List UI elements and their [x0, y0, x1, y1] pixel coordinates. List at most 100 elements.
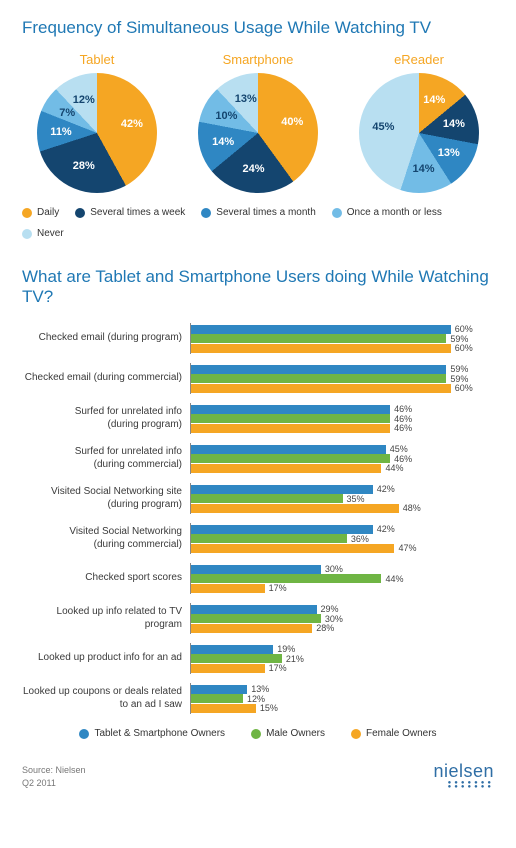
- bar-track: 29%30%28%: [190, 603, 494, 634]
- bar-series: 60%: [191, 384, 494, 393]
- bar-fill: [191, 384, 451, 393]
- bar-track: 45%46%44%: [190, 443, 494, 474]
- pie-slice-label: 11%: [50, 126, 71, 138]
- bar-fill: [191, 494, 343, 503]
- bar-row-label: Looked up product info for an ad: [22, 652, 190, 665]
- bar-fill: [191, 704, 256, 713]
- bar-row: Visited Social Networking(during commerc…: [22, 523, 494, 554]
- brand-text: nielsen: [433, 761, 494, 781]
- bar-row: Looked up coupons or deals relatedto an …: [22, 683, 494, 714]
- bar-series: 12%: [191, 694, 494, 703]
- bar-series: 44%: [191, 464, 494, 473]
- bar-fill: [191, 624, 312, 633]
- bar-series: 17%: [191, 584, 494, 593]
- bar-series: 15%: [191, 704, 494, 713]
- pie-slice-label: 14%: [212, 136, 234, 148]
- bar-value-label: 30%: [325, 564, 343, 574]
- bar-fill: [191, 614, 321, 623]
- bar-value-label: 17%: [269, 583, 287, 593]
- source-line2: Q2 2011: [22, 777, 86, 790]
- bar-value-label: 15%: [260, 703, 278, 713]
- bar-track: 42% 36%47%: [190, 523, 494, 554]
- section2-title: What are Tablet and Smartphone Users doi…: [22, 267, 494, 307]
- bar-value-label: 60%: [455, 383, 473, 393]
- legend-label: Several times a week: [90, 207, 185, 218]
- bar-value-label: 46%: [394, 454, 412, 464]
- bar-row-label: Visited Social Networking site(during pr…: [22, 486, 190, 511]
- legend-label: Never: [37, 228, 64, 239]
- bar-value-label: 28%: [316, 623, 334, 633]
- bar-fill: [191, 584, 265, 593]
- source-text: Source: Nielsen Q2 2011: [22, 764, 86, 789]
- bar-row: Looked up info related to TV program29%3…: [22, 603, 494, 634]
- bar-fill: [191, 325, 451, 334]
- bar-series: 42%: [191, 485, 494, 494]
- pie-slice-label: 14%: [423, 94, 445, 106]
- bar-row: Surfed for unrelated info(during program…: [22, 403, 494, 434]
- bar-value-label: 60%: [455, 324, 473, 334]
- bar-fill: [191, 424, 390, 433]
- pie-slice-label: 28%: [73, 160, 95, 172]
- bar-series: 30%: [191, 565, 494, 574]
- pie-title: Smartphone: [183, 52, 333, 67]
- source-line1: Source: Nielsen: [22, 764, 86, 777]
- bar-fill: [191, 334, 446, 343]
- pie-slice-label: 40%: [281, 116, 303, 128]
- bar-value-label: 17%: [269, 663, 287, 673]
- bar-value-label: 59%: [450, 334, 468, 344]
- bar-series: 59%: [191, 334, 494, 343]
- legend-swatch-icon: [251, 729, 261, 739]
- legend-label: Female Owners: [366, 728, 437, 739]
- bar-fill: [191, 454, 390, 463]
- pie-slice-label: 7%: [59, 107, 75, 119]
- bar-series: 47%: [191, 544, 494, 553]
- bar-value-label: 42%: [377, 484, 395, 494]
- bar-value-label: 13%: [251, 684, 269, 694]
- bar-series: 48%: [191, 504, 494, 513]
- bar-series: 46%: [191, 405, 494, 414]
- legend-swatch-icon: [79, 729, 89, 739]
- bar-fill: [191, 525, 373, 534]
- bar-series: 21%: [191, 654, 494, 663]
- bar-series: 29%: [191, 605, 494, 614]
- bar-row-label: Looked up info related to TV program: [22, 606, 190, 631]
- bar-track: 46%46%46%: [190, 403, 494, 434]
- bar-fill: [191, 565, 321, 574]
- bar-row: Checked email (during commercial)59%59%6…: [22, 363, 494, 394]
- bar-row-label: Surfed for unrelated info(during program…: [22, 406, 190, 431]
- bar-value-label: 36%: [351, 534, 369, 544]
- pie-slice-label: 14%: [443, 118, 465, 130]
- legend-label: Male Owners: [266, 728, 325, 739]
- bar-series: 46%: [191, 414, 494, 423]
- bar-fill: [191, 365, 446, 374]
- bar-value-label: 45%: [390, 444, 408, 454]
- bar-legend: Tablet & Smartphone OwnersMale OwnersFem…: [22, 728, 494, 739]
- bar-series: 17%: [191, 664, 494, 673]
- bar-row: Looked up product info for an ad19%21%17…: [22, 643, 494, 674]
- bar-series: 30%: [191, 614, 494, 623]
- legend-item: Daily: [22, 207, 59, 218]
- legend-swatch-icon: [351, 729, 361, 739]
- legend-item: Several times a week: [75, 207, 185, 218]
- bar-value-label: 46%: [394, 404, 412, 414]
- footer: Source: Nielsen Q2 2011 nielsen ●●●●●●●●…: [22, 761, 494, 789]
- bar-value-label: 12%: [247, 694, 265, 704]
- bar-value-label: 21%: [286, 654, 304, 664]
- bar-track: 42%35%48%: [190, 483, 494, 514]
- bar-fill: [191, 344, 451, 353]
- legend-swatch-icon: [22, 229, 32, 239]
- bar-series: 59%: [191, 365, 494, 374]
- bar-fill: [191, 445, 386, 454]
- bar-value-label: 44%: [385, 463, 403, 473]
- bar-series: 36%: [191, 534, 494, 543]
- bar-fill: [191, 534, 347, 543]
- pie-charts-row: Tablet42%28%11%7%12%Smartphone40%24%14%1…: [22, 52, 494, 193]
- bar-fill: [191, 694, 243, 703]
- legend-swatch-icon: [201, 208, 211, 218]
- pie-title: Tablet: [22, 52, 172, 67]
- bar-fill: [191, 414, 390, 423]
- bar-series: 60%: [191, 344, 494, 353]
- bar-series: 35%: [191, 494, 494, 503]
- bar-value-label: 42%: [377, 524, 395, 534]
- legend-swatch-icon: [332, 208, 342, 218]
